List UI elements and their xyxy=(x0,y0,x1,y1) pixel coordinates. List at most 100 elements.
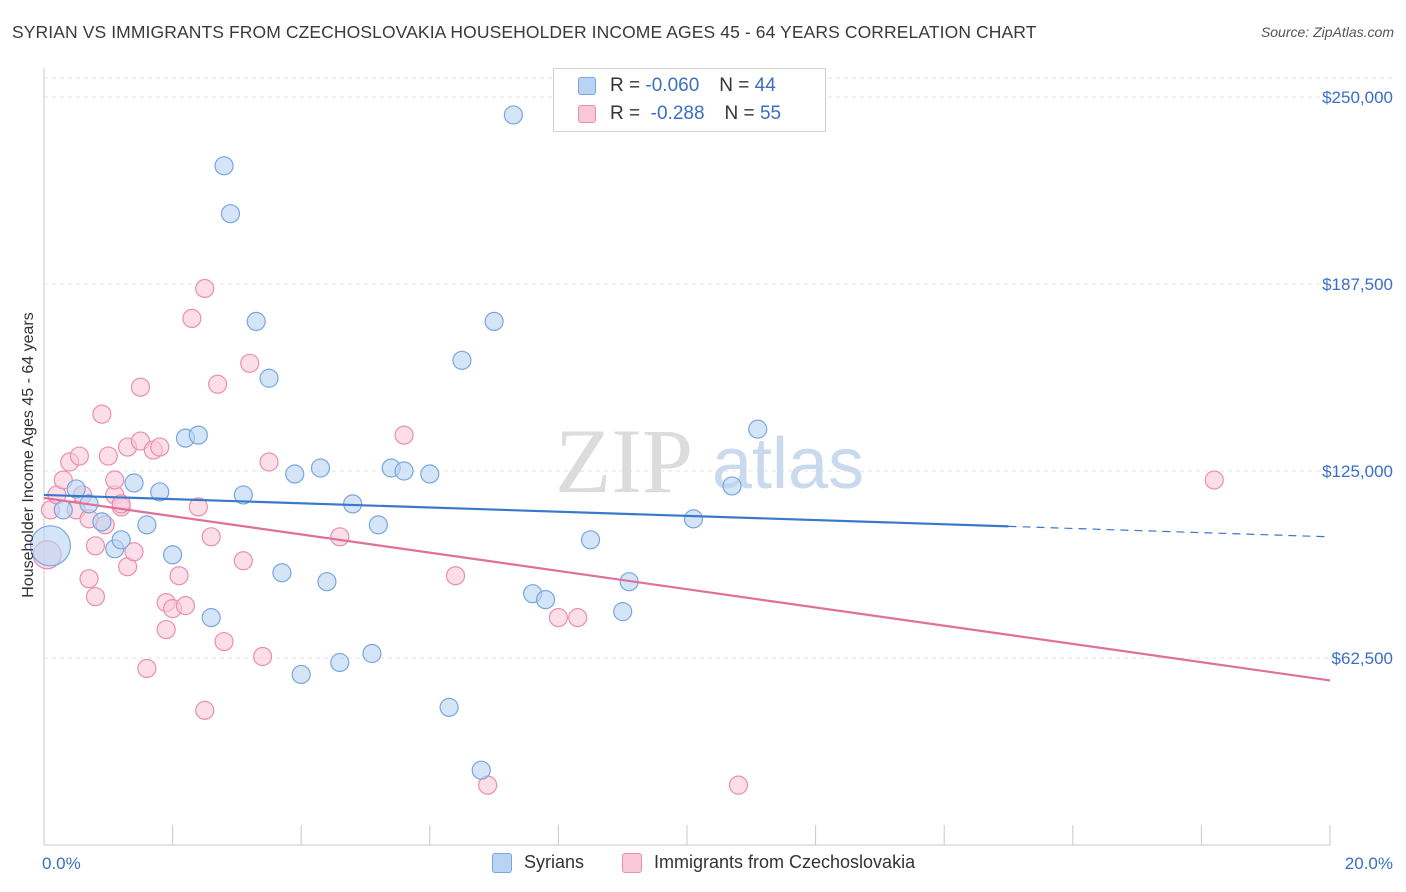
syrian-point-4 xyxy=(92,512,112,532)
syrian-point-23 xyxy=(317,572,337,592)
syrian-point-17 xyxy=(246,311,266,331)
legend-n-value-czech: 55 xyxy=(759,103,782,124)
y-tick-label-3: $250,000 xyxy=(1322,88,1393,107)
syrian-point-7 xyxy=(124,473,144,493)
czech-point-22 xyxy=(130,377,151,397)
syrian-point-31 xyxy=(439,697,459,717)
czech-point-37 xyxy=(208,374,228,394)
chart-title: SYRIAN VS IMMIGRANTS FROM CZECHOSLOVAKIA… xyxy=(12,22,1037,42)
x-tick-label-0: 0.0% xyxy=(42,854,81,873)
czech-point-45 xyxy=(445,566,466,586)
syrian-point-42 xyxy=(722,476,742,496)
syrian-point-0 xyxy=(29,525,72,567)
czech-point-40 xyxy=(240,353,260,373)
czech-point-16 xyxy=(105,470,125,490)
bottom-legend: Syrians Immigrants from Czechoslovakia xyxy=(0,852,1406,878)
bottom-legend-syrians[interactable]: Syrians xyxy=(492,852,584,873)
bottom-legend-czech[interactable]: Immigrants from Czechoslovakia xyxy=(622,852,915,873)
syrian-point-2 xyxy=(66,479,86,499)
legend-r-label: R = xyxy=(610,103,641,124)
syrian-point-6 xyxy=(111,530,131,550)
y-tick-labels: $62,500 $125,000 $187,500 $250,000 xyxy=(1322,88,1393,668)
legend-swatch-syrians xyxy=(578,77,596,95)
bottom-legend-swatch-syrians xyxy=(492,852,512,873)
czech-point-6 xyxy=(69,446,89,466)
y-tick-label-2: $187,500 xyxy=(1322,275,1393,294)
syrian-point-26 xyxy=(362,643,382,664)
czech-point-27 xyxy=(156,619,176,640)
watermark: ZIP atlas xyxy=(555,410,864,512)
y-axis-title: Householder Income Ages 45 - 64 years xyxy=(20,312,37,598)
syrian-trend-line-extension xyxy=(1008,525,1331,538)
czech-point-14 xyxy=(98,446,118,466)
czech-point-26 xyxy=(150,437,170,457)
czech-point-24 xyxy=(137,658,157,679)
czech-point-30 xyxy=(169,566,189,586)
syrian-point-9 xyxy=(150,482,170,502)
trend-lines xyxy=(43,493,1331,682)
czech-trend-line xyxy=(43,496,1331,682)
syrian-point-34 xyxy=(484,311,504,331)
czech-point-12 xyxy=(92,404,112,424)
czech-point-47 xyxy=(548,608,569,628)
syrian-point-20 xyxy=(285,464,305,484)
axes xyxy=(43,68,1331,846)
x-tick-labels: 0.0% 20.0% xyxy=(42,854,1393,873)
legend-row-czech: R = -0.288 N = 55 xyxy=(578,102,781,126)
syrian-point-14 xyxy=(214,156,234,176)
czech-point-50 xyxy=(1204,470,1224,490)
syrian-point-16 xyxy=(233,485,253,505)
czech-point-43 xyxy=(330,527,350,547)
watermark-zip: ZIP xyxy=(555,410,693,512)
syrian-point-19 xyxy=(272,563,292,583)
syrian-point-1 xyxy=(53,500,73,520)
czech-point-42 xyxy=(259,452,279,472)
legend: R = -0.060 N = 44 R = -0.288 N = 55 xyxy=(553,68,826,132)
y-tick-label-0: $62,500 xyxy=(1332,649,1393,668)
syrian-point-32 xyxy=(452,350,472,370)
czech-point-11 xyxy=(85,536,106,556)
czech-point-35 xyxy=(195,700,215,720)
syrian-point-43 xyxy=(748,419,768,439)
syrian-point-21 xyxy=(291,664,311,685)
legend-row-syrians: R = -0.060 N = 44 xyxy=(578,74,776,98)
syrian-points xyxy=(29,105,768,780)
czech-point-32 xyxy=(182,308,202,329)
syrian-point-38 xyxy=(580,530,601,550)
syrian-point-30 xyxy=(420,464,440,484)
syrian-point-10 xyxy=(163,545,183,565)
czech-point-41 xyxy=(253,646,273,667)
syrian-trend-line xyxy=(43,493,1009,528)
legend-n-label: N = xyxy=(724,103,755,124)
syrian-point-24 xyxy=(330,652,350,673)
syrian-point-8 xyxy=(137,515,157,535)
syrian-point-13 xyxy=(201,608,221,628)
czech-point-44 xyxy=(394,425,414,445)
legend-n-value-syrians: 44 xyxy=(754,75,776,96)
czech-point-33 xyxy=(188,497,208,517)
syrian-point-37 xyxy=(535,590,556,610)
legend-r-label: R = xyxy=(610,75,641,96)
source-label: Source: ZipAtlas.com xyxy=(1260,24,1394,40)
syrian-point-12 xyxy=(188,425,208,445)
czech-point-10 xyxy=(85,587,106,607)
legend-n-label: N = xyxy=(719,75,750,96)
czech-point-9 xyxy=(79,569,99,589)
bottom-legend-label-czech: Immigrants from Czechoslovakia xyxy=(654,852,916,872)
y-tick-label-1: $125,000 xyxy=(1322,462,1393,481)
bottom-legend-label-syrians: Syrians xyxy=(524,852,585,872)
syrian-point-39 xyxy=(613,602,633,622)
czech-points xyxy=(32,278,1224,795)
syrian-point-22 xyxy=(310,458,331,478)
legend-swatch-czech xyxy=(578,105,596,123)
czech-point-36 xyxy=(201,527,221,547)
syrian-point-27 xyxy=(368,515,388,535)
czech-point-21 xyxy=(124,542,144,562)
syrian-point-29 xyxy=(394,461,414,481)
bottom-legend-swatch-czech xyxy=(622,852,642,873)
czech-point-31 xyxy=(175,596,196,616)
syrian-point-33 xyxy=(471,760,491,780)
czech-point-49 xyxy=(728,775,749,795)
syrian-point-41 xyxy=(683,509,704,529)
